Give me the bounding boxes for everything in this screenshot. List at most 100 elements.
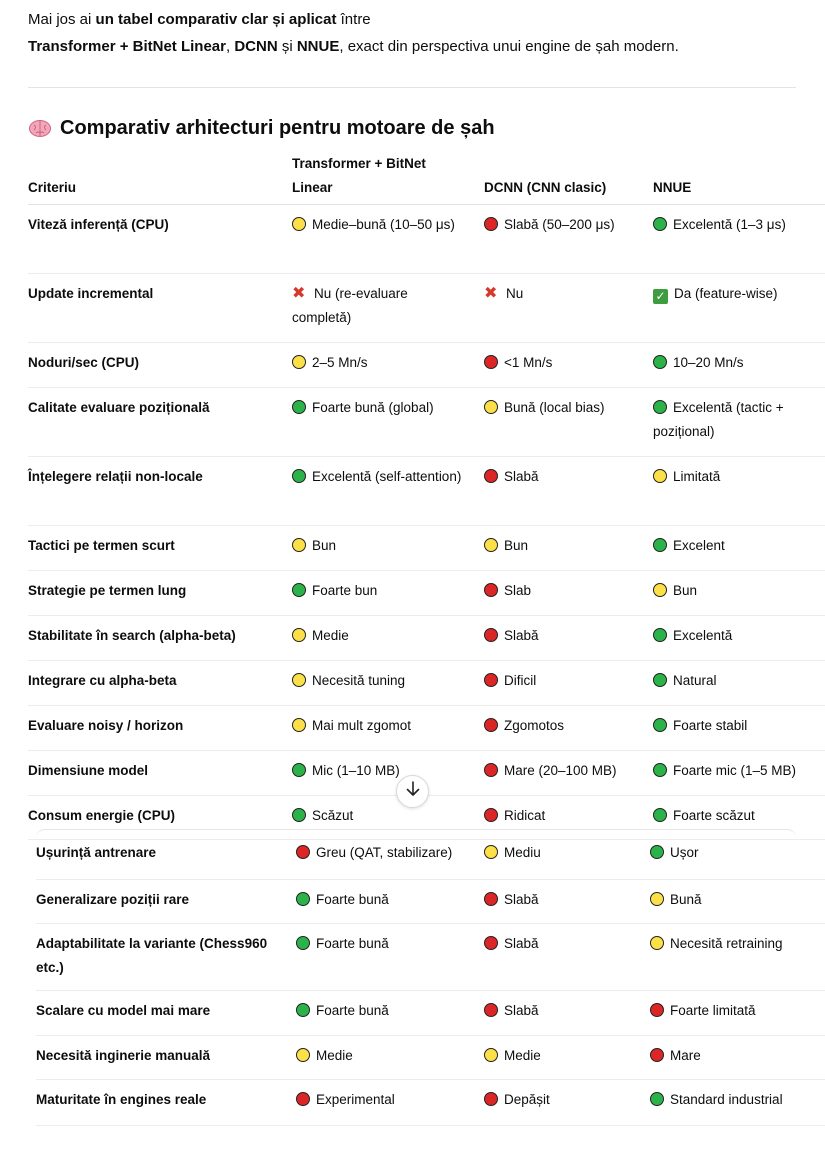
yellow-circle-icon — [653, 583, 667, 597]
table-row: Strategie pe termen lung Foarte bun Slab Bu… — [28, 570, 825, 616]
red-circle-icon — [296, 1091, 310, 1106]
value-cell: Foarte scăzut — [653, 795, 825, 840]
red-circle-icon — [484, 808, 498, 822]
criteriu-cell: Evaluare noisy / horizon — [28, 705, 292, 751]
table-row: Noduri/sec (CPU) 2–5 Mn/s <1 Mn/s 10–20 Mn/… — [28, 342, 825, 388]
red-circle-icon — [296, 845, 310, 859]
value-text: Slabă — [504, 891, 539, 907]
value-cell: Bun — [653, 570, 825, 616]
value-cell: Experimental — [296, 1079, 484, 1126]
intro-bold-segment: Transformer + BitNet Linear — [28, 38, 226, 55]
value-cell: Bună — [650, 879, 825, 924]
intro-bold-segment: DCNN — [234, 38, 278, 55]
value-cell: Slabă — [484, 923, 650, 991]
intro-text-segment: Mai jos ai — [28, 11, 96, 28]
table-row: Stabilitate în search (alpha-beta) Medie S… — [28, 615, 825, 661]
check-mark-icon: ✓ — [653, 289, 668, 304]
section-heading-text: Comparativ arhitecturi pentru motoare de… — [60, 116, 495, 139]
intro-text-segment: , exact din perspectiva unui engine de ș… — [339, 38, 679, 55]
value-text: Excelent — [673, 538, 725, 553]
value-cell: Mai mult zgomot — [292, 705, 484, 751]
red-circle-icon — [484, 217, 498, 231]
value-text: Depășit — [504, 1091, 550, 1107]
scroll-down-button[interactable] — [396, 775, 429, 808]
value-text: Foarte bună — [316, 891, 389, 907]
criteriu-cell: Calitate evaluare pozițională — [28, 387, 292, 457]
value-text: Foarte mic (1–5 MB) — [673, 763, 797, 778]
table-row: Adaptabilitate la variante (Chess960 etc… — [36, 923, 825, 991]
value-text: Necesită retraining — [670, 935, 783, 951]
green-circle-icon — [292, 583, 306, 597]
green-circle-icon — [292, 400, 306, 414]
yellow-circle-icon — [292, 718, 306, 732]
criteriu-cell: Tactici pe termen scurt — [28, 525, 292, 571]
value-text: <1 Mn/s — [504, 355, 553, 370]
value-text: Greu (QAT, stabilizare) — [316, 845, 453, 860]
value-text: Limitată — [673, 469, 721, 484]
table-body-continued: Ușurință antrenare Greu (QAT, stabilizare… — [36, 833, 825, 1126]
red-circle-icon — [484, 673, 498, 687]
value-cell: Foarte stabil — [653, 705, 825, 751]
value-text: Medie — [312, 628, 349, 643]
intro-line-1: Mai jos ai un tabel comparativ clar și a… — [28, 6, 808, 33]
yellow-circle-icon — [292, 538, 306, 552]
red-circle-icon — [484, 718, 498, 732]
criteriu-cell: Ușurință antrenare — [36, 833, 296, 880]
value-text: Standard industrial — [670, 1091, 783, 1107]
value-cell: Slabă — [484, 456, 653, 526]
red-circle-icon — [484, 1091, 498, 1106]
value-text: Foarte bună — [316, 935, 389, 951]
value-cell: Foarte limitată — [650, 990, 825, 1036]
green-circle-icon — [292, 808, 306, 822]
value-text: 10–20 Mn/s — [673, 355, 744, 370]
table-row: Generalizare poziții rare Foarte bună Slab… — [36, 879, 825, 924]
intro-text: Mai jos ai un tabel comparativ clar și a… — [28, 6, 808, 60]
value-text: Natural — [673, 673, 717, 688]
value-cell: Mediu — [484, 833, 650, 880]
header-transformer: Transformer + BitNet Linear — [292, 152, 484, 205]
value-cell: Mic (1–10 MB) — [292, 750, 484, 796]
value-cell: Scăzut — [292, 795, 484, 840]
criteriu-cell: Înțelegere relații non-locale — [28, 456, 292, 526]
value-text: Slabă — [504, 469, 539, 484]
green-circle-icon — [653, 355, 667, 369]
yellow-circle-icon — [484, 400, 498, 414]
value-text: Bun — [312, 538, 337, 553]
value-text: Mare — [670, 1047, 701, 1063]
value-text: Bun — [673, 583, 698, 598]
green-circle-icon — [296, 935, 310, 950]
table-row: Necesită inginerie manuală Medie Medie Mare — [36, 1035, 825, 1080]
green-circle-icon — [653, 217, 667, 231]
value-cell: Foarte bun — [292, 570, 484, 616]
value-text: Medie–bună (10–50 μs) — [312, 217, 455, 232]
value-cell: Foarte bună — [296, 990, 484, 1036]
yellow-circle-icon — [484, 538, 498, 552]
value-text: Nu — [506, 286, 524, 301]
yellow-circle-icon — [650, 935, 664, 950]
value-text: Excelentă (self-attention) — [312, 469, 462, 484]
intro-bold-segment: NNUE — [296, 38, 340, 55]
value-cell: 10–20 Mn/s — [653, 342, 825, 388]
value-text: Excelentă — [673, 628, 733, 643]
value-cell: Slabă (50–200 μs) — [484, 204, 653, 274]
green-circle-icon — [296, 1002, 310, 1017]
yellow-circle-icon — [653, 469, 667, 483]
value-text: Nu (re-evaluare completă) — [292, 286, 408, 325]
value-cell: Excelentă (1–3 μs) — [653, 204, 825, 274]
green-circle-icon — [653, 538, 667, 552]
value-text: Mai mult zgomot — [312, 718, 412, 733]
value-cell: Natural — [653, 660, 825, 706]
value-cell: Slabă — [484, 879, 650, 924]
value-text: Medie — [504, 1047, 541, 1063]
criteriu-cell: Stabilitate în search (alpha-beta) — [28, 615, 292, 661]
header-criteriu: Criteriu — [28, 152, 292, 205]
value-cell: Foarte mic (1–5 MB) — [653, 750, 825, 796]
value-cell: Excelentă (self-attention) — [292, 456, 484, 526]
value-cell: Excelent — [653, 525, 825, 571]
value-cell: Ridicat — [484, 795, 653, 840]
value-text: Da (feature-wise) — [674, 286, 778, 301]
value-cell: ✖ Nu (re-evaluare completă) — [292, 273, 484, 343]
criteriu-cell: Noduri/sec (CPU) — [28, 342, 292, 388]
red-circle-icon — [484, 583, 498, 597]
intro-text-segment: și — [277, 38, 297, 55]
